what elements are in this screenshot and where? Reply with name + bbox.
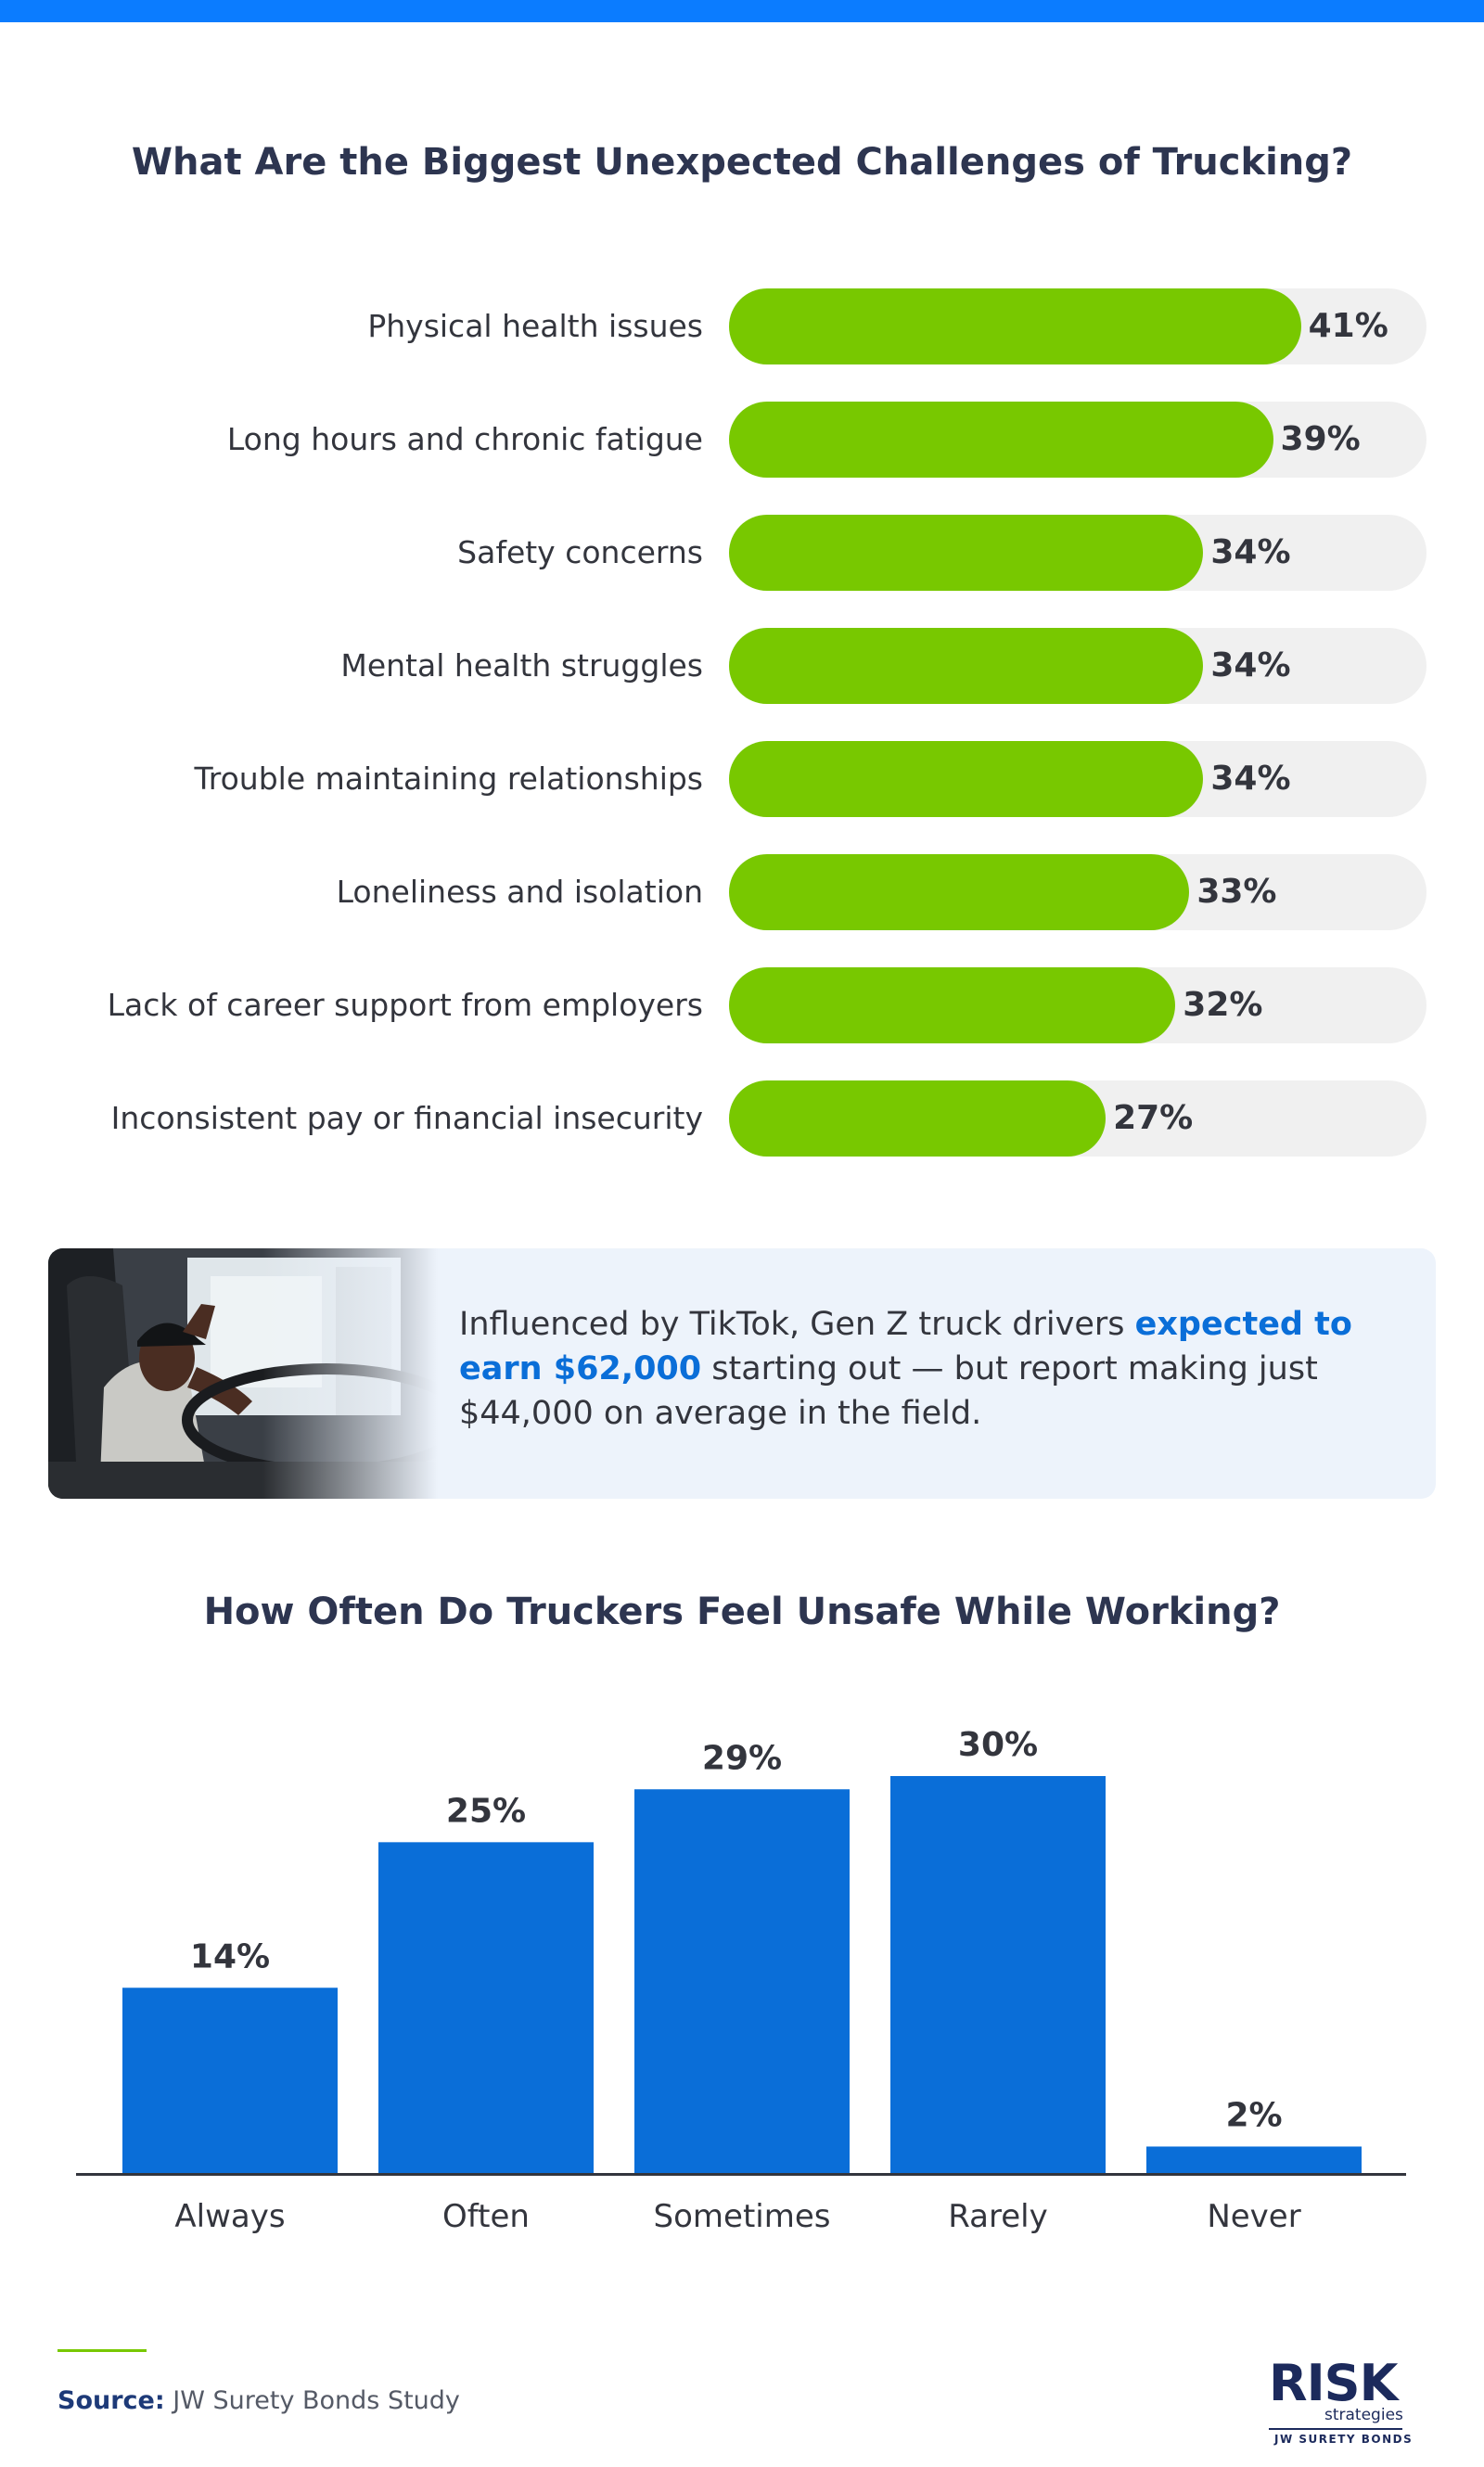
chart-1-title: What Are the Biggest Unexpected Challeng…: [131, 141, 1353, 184]
chart-2-title: How Often Do Truckers Feel Unsafe While …: [203, 1591, 1281, 1633]
footer-accent-line: [58, 2349, 147, 2352]
callout-text-after: starting out — but report making just $4…: [459, 1350, 1318, 1432]
hbar-fill: [729, 402, 1273, 478]
hbar-value-label: 32%: [1183, 986, 1263, 1024]
hbar-fill: [729, 854, 1190, 930]
hbar-value-label: 27%: [1113, 1099, 1194, 1137]
vbar-value-label: 30%: [958, 1726, 1038, 1764]
hbar-row: Safety concerns 34%: [0, 515, 1484, 591]
logo-rule: [1269, 2428, 1402, 2430]
hbar-value-label: 41%: [1308, 307, 1388, 345]
hbar-row: Lack of career support from employers 32%: [0, 967, 1484, 1043]
vbar-category-label: Often: [442, 2198, 530, 2235]
callout-highlight: expected to earn $62,000: [459, 1306, 1352, 1387]
hbar-value-label: 39%: [1280, 420, 1361, 458]
hbar-value-label: 33%: [1196, 873, 1277, 911]
vbar-always: [122, 1988, 338, 2173]
hbar-row: Physical health issues 41%: [0, 288, 1484, 364]
vbar-category-label: Always: [174, 2198, 285, 2235]
vbar-value-label: 29%: [702, 1739, 782, 1777]
vbar-category-label: Never: [1207, 2198, 1300, 2235]
hbar-row: Long hours and chronic fatigue 39%: [0, 402, 1484, 478]
trucker-in-cab-photo: [48, 1248, 438, 1499]
risk-strategies-logo: RISK strategies JW SURETY BONDS: [1261, 2354, 1414, 2447]
vbar-sometimes: [634, 1789, 850, 2173]
vbar-value-label: 25%: [446, 1792, 526, 1830]
callout-box: Influenced by TikTok, Gen Z truck driver…: [48, 1248, 1436, 1499]
logo-sub: strategies: [1324, 2406, 1403, 2424]
vbar-category-label: Sometimes: [654, 2198, 831, 2235]
vbar-often: [378, 1842, 594, 2173]
hbar-row: Mental health struggles 34%: [0, 628, 1484, 704]
hbar-fill: [729, 741, 1204, 817]
hbar-label: Loneliness and isolation: [336, 874, 703, 910]
logo-word: RISK: [1269, 2354, 1398, 2412]
hbar-value-label: 34%: [1210, 533, 1291, 571]
hbar-row: Loneliness and isolation 33%: [0, 854, 1484, 930]
vbar-category-label: Rarely: [948, 2198, 1047, 2235]
hbar-row: Trouble maintaining relationships 34%: [0, 741, 1484, 817]
hbar-label: Lack of career support from employers: [107, 987, 703, 1023]
source-label: Source:: [58, 2386, 165, 2415]
vertical-bar-chart: 14% Always 25% Often 29% Sometimes 30% Rarely 2%…: [76, 1726, 1406, 2235]
vbar-value-label: 2%: [1225, 2096, 1282, 2134]
hbar-label: Physical health issues: [367, 308, 703, 344]
vbar-value-label: 14%: [190, 1937, 270, 1975]
hbar-label: Trouble maintaining relationships: [194, 761, 703, 797]
hbar-value-label: 34%: [1210, 760, 1291, 798]
hbar-label: Mental health struggles: [340, 647, 703, 684]
hbar-label: Long hours and chronic fatigue: [226, 421, 703, 457]
source-text: JW Surety Bonds Study: [173, 2386, 460, 2415]
top-accent-bar: [0, 0, 1484, 22]
hbar-fill: [729, 967, 1176, 1043]
hbar-fill: [729, 288, 1301, 364]
hbar-fill: [729, 515, 1204, 591]
hbar-value-label: 34%: [1210, 646, 1291, 684]
callout-text: Influenced by TikTok, Gen Z truck driver…: [459, 1302, 1396, 1436]
hbar-label: Inconsistent pay or financial insecurity: [110, 1100, 703, 1136]
hbar-fill: [729, 628, 1204, 704]
vbar-rarely: [890, 1776, 1106, 2173]
callout-text-before: Influenced by TikTok, Gen Z truck driver…: [459, 1306, 1135, 1343]
hbar-label: Safety concerns: [457, 534, 703, 570]
logo-brand: JW SURETY BONDS: [1274, 2433, 1414, 2446]
hbar-fill: [729, 1080, 1107, 1157]
hbar-row: Inconsistent pay or financial insecurity…: [0, 1080, 1484, 1157]
vbar-never: [1146, 2146, 1362, 2173]
source-note: Source: JW Surety Bonds Study: [58, 2386, 460, 2415]
